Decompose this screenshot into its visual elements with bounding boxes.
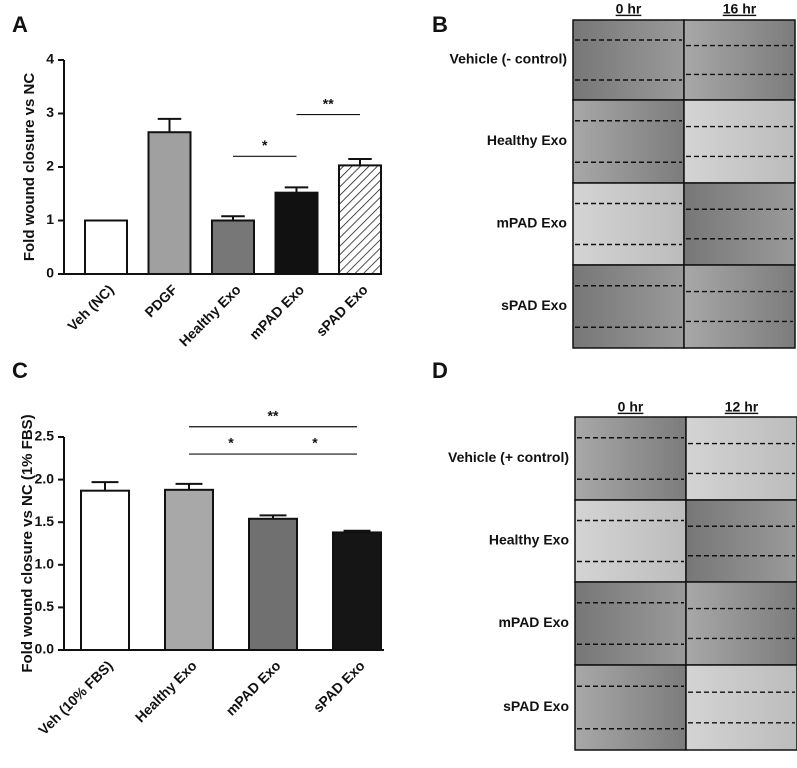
row-label: mPAD Exo [496, 215, 567, 231]
y-tick-label: 4 [46, 51, 54, 67]
column-header: 0 hr [618, 399, 644, 415]
x-tick-label: mPAD Exo [223, 657, 284, 718]
y-tick-label: 1 [46, 211, 54, 227]
y-tick-label: 0 [46, 265, 54, 281]
micrograph [683, 19, 796, 101]
panel-label: A [12, 12, 28, 37]
micrograph [685, 416, 797, 501]
column-header: 12 hr [725, 399, 759, 415]
micrograph [572, 264, 685, 349]
column-header: 16 hr [723, 1, 757, 17]
x-tick-label: Veh (NC) [64, 281, 117, 334]
micrograph [574, 416, 687, 501]
significance-label: * [312, 435, 318, 451]
y-tick-label: 1.5 [35, 513, 55, 529]
x-tick-label: sPAD Exo [310, 657, 368, 715]
micrograph [685, 499, 797, 583]
significance-label: ** [268, 407, 279, 423]
micrograph [685, 664, 797, 751]
x-tick-label: Healthy Exo [132, 657, 200, 725]
panel-label: B [432, 12, 448, 37]
row-label: Healthy Exo [487, 132, 567, 148]
row-label: sPAD Exo [503, 698, 569, 714]
bar [147, 131, 192, 275]
micrograph [574, 664, 687, 751]
micrograph [683, 264, 796, 349]
y-tick-label: 1.0 [35, 556, 55, 572]
y-tick-label: 2.0 [35, 470, 55, 486]
bar [164, 488, 214, 651]
row-label: Healthy Exo [489, 532, 569, 548]
bar [274, 191, 319, 275]
y-axis-label: Fold wound closure vs NC (1% FBS) [19, 414, 36, 672]
bar [211, 219, 255, 275]
row-label: Vehicle (+ control) [448, 449, 569, 465]
bar [248, 517, 298, 651]
micrograph [683, 99, 796, 184]
y-tick-label: 2.5 [35, 428, 55, 444]
significance-label: ** [323, 95, 334, 111]
micrograph [572, 182, 685, 266]
micrograph [574, 581, 687, 666]
y-axis-label: Fold wound closure vs NC [21, 73, 38, 262]
y-tick-label: 2 [46, 158, 54, 174]
row-label: Vehicle (- control) [450, 51, 567, 67]
x-tick-label: PDGF [141, 281, 180, 320]
bar [80, 489, 130, 651]
micrograph [683, 182, 796, 266]
bar [338, 164, 382, 276]
column-header: 0 hr [616, 1, 642, 17]
row-label: sPAD Exo [501, 297, 567, 313]
micrograph [572, 99, 685, 184]
significance-label: * [262, 137, 268, 153]
panel-label: D [432, 358, 448, 383]
x-tick-label: sPAD Exo [313, 281, 371, 339]
micrograph [685, 581, 797, 666]
significance-label: * [228, 435, 234, 451]
row-label: mPAD Exo [498, 614, 569, 630]
y-tick-label: 0.5 [35, 598, 55, 614]
micrograph [572, 19, 685, 101]
micrograph [574, 499, 687, 583]
x-tick-label: Veh (10% FBS) [35, 657, 116, 738]
bar [84, 219, 128, 275]
x-tick-label: mPAD Exo [246, 281, 307, 342]
x-tick-label: Healthy Exo [176, 281, 244, 349]
panel-label: C [12, 358, 28, 383]
y-tick-label: 0.0 [35, 641, 55, 657]
y-tick-label: 3 [46, 104, 54, 120]
bar [332, 531, 382, 652]
